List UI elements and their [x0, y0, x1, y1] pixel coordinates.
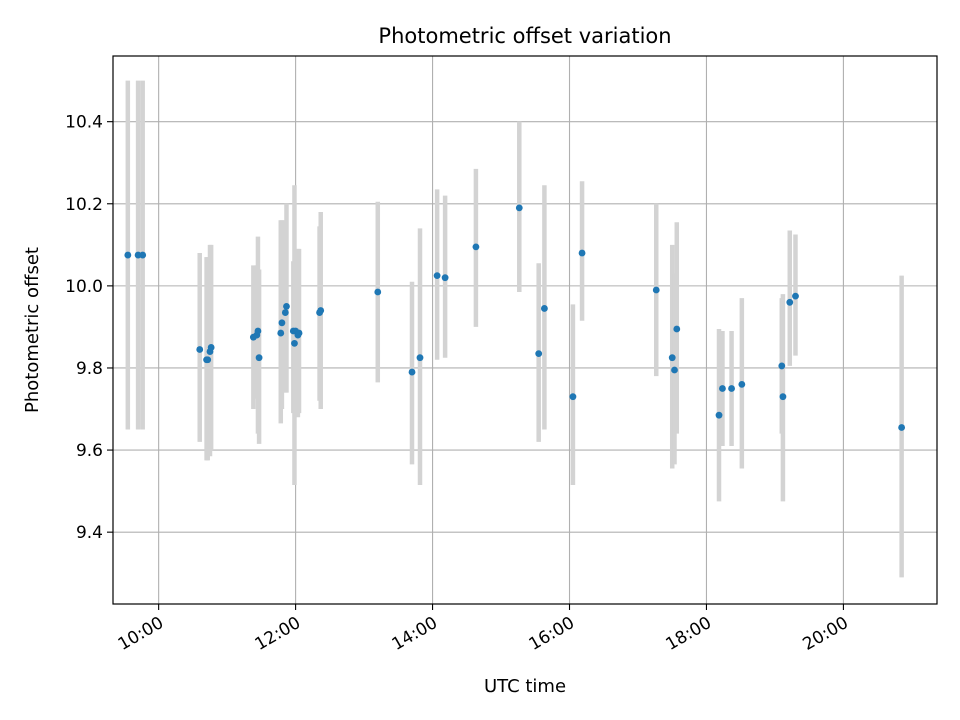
data-point	[204, 356, 212, 364]
x-axis: 10:00 12:00 14:00 16:00 18:00 20:00	[115, 604, 852, 655]
grid	[113, 56, 937, 604]
data-point	[441, 274, 449, 282]
y-axis: 9.4 9.6 9.8 10.0 10.2 10.4	[65, 113, 113, 543]
data-point	[317, 307, 325, 314]
data-point	[668, 354, 676, 362]
data-point	[278, 319, 286, 327]
y-tick-label: 9.6	[76, 441, 103, 461]
data-point	[374, 288, 382, 296]
data-point	[569, 393, 577, 401]
data-point	[283, 302, 290, 310]
data-point	[715, 411, 723, 419]
x-axis-title: UTC time	[484, 676, 566, 697]
data-point	[792, 292, 799, 300]
y-tick-label: 10.4	[65, 113, 103, 133]
data-point	[786, 298, 794, 306]
y-tick-label: 9.4	[76, 523, 103, 543]
data-point	[281, 309, 289, 316]
data-point	[416, 354, 424, 362]
x-tick-label: 18:00	[663, 613, 715, 655]
y-axis-title: Photometric offset	[22, 247, 43, 413]
data-point	[671, 366, 678, 374]
data-point	[124, 251, 132, 259]
data-point	[295, 329, 303, 337]
x-tick-label: 12:00	[252, 613, 304, 655]
x-tick-label: 16:00	[526, 613, 578, 655]
x-tick-label: 20:00	[799, 613, 851, 655]
data-point	[728, 385, 735, 392]
data-point	[291, 339, 298, 347]
x-tick-label: 14:00	[389, 613, 441, 655]
data-point	[433, 272, 441, 280]
data-point	[139, 251, 147, 259]
data-point	[673, 325, 681, 333]
data-point	[472, 243, 480, 251]
plot-area-frame	[112, 55, 938, 605]
y-tick-label: 10.2	[65, 195, 103, 215]
data-point	[196, 346, 204, 353]
data-point	[778, 362, 786, 370]
data-point	[535, 350, 543, 358]
chart-title: Photometric offset variation	[378, 24, 671, 48]
data-point	[408, 368, 416, 376]
data-point	[738, 380, 746, 388]
data-point	[578, 249, 586, 257]
x-tick-label: 10:00	[115, 613, 167, 655]
y-tick-label: 9.8	[76, 359, 103, 379]
data-points	[124, 204, 906, 431]
error-bars	[125, 80, 904, 578]
data-point	[277, 329, 285, 337]
data-point	[719, 385, 726, 392]
data-point	[207, 344, 215, 351]
data-point	[652, 286, 660, 294]
data-point	[779, 393, 787, 401]
y-tick-label: 10.0	[65, 277, 103, 297]
data-point	[541, 305, 548, 312]
data-point	[254, 327, 262, 335]
data-point	[255, 354, 263, 362]
data-point	[898, 424, 906, 431]
data-point	[515, 204, 523, 212]
